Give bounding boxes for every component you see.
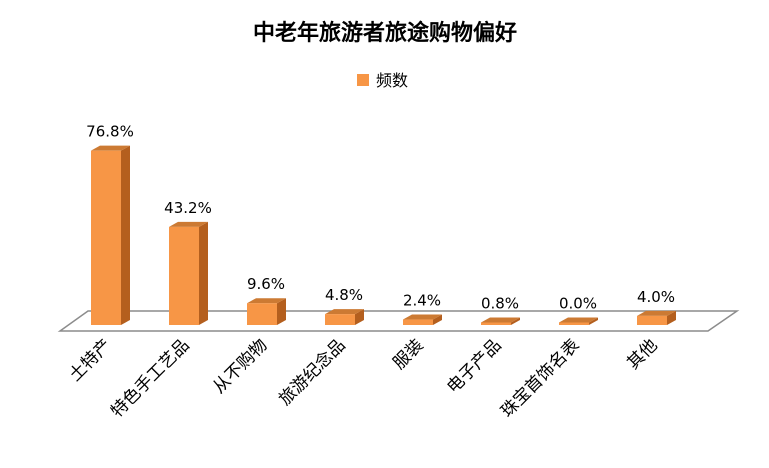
bar-top (91, 145, 130, 151)
bar-front (325, 314, 355, 325)
bar-top (169, 221, 208, 227)
bar (169, 221, 208, 325)
bar-top (559, 317, 598, 323)
category-label: 电子产品 (443, 335, 505, 397)
data-label: 0.0% (559, 295, 597, 313)
bar-front (169, 226, 199, 325)
legend: 频数 (357, 71, 408, 90)
category-label: 特色手工艺品 (107, 335, 193, 421)
data-label: 43.2% (164, 199, 212, 217)
category-label: 土特产 (65, 335, 115, 385)
legend-label: 频数 (376, 71, 408, 90)
bars (91, 145, 676, 325)
bar-top (403, 314, 442, 320)
bar-side (121, 145, 130, 325)
bar-top (247, 298, 286, 304)
bar-front (247, 303, 277, 325)
data-label: 76.8% (86, 123, 134, 141)
plot-floor (57, 310, 740, 332)
bar (91, 145, 130, 325)
bar-side (433, 314, 442, 325)
bar-top (637, 310, 676, 316)
bar-side (511, 317, 520, 325)
bar (403, 314, 442, 325)
chart-title: 中老年旅游者旅途购物偏好 (253, 20, 517, 46)
bar-side (277, 298, 286, 325)
category-label: 珠宝首饰名表 (497, 335, 583, 421)
bar-side (355, 309, 364, 325)
bar-side (589, 317, 598, 325)
bar-front (637, 315, 667, 325)
bar-front (481, 322, 511, 325)
category-label: 从不购物 (209, 335, 271, 397)
data-label: 0.8% (481, 295, 519, 313)
legend-swatch (357, 74, 369, 86)
data-label: 4.0% (637, 288, 675, 306)
floor-plane (57, 310, 740, 332)
bar (559, 317, 598, 325)
bar-side (199, 221, 208, 325)
bar (637, 310, 676, 325)
category-label: 其他 (623, 335, 661, 373)
bar-front (403, 319, 433, 325)
data-label: 9.6% (247, 275, 285, 293)
category-label: 服装 (389, 335, 427, 373)
bar-front (91, 150, 121, 325)
category-label: 旅游纪念品 (275, 335, 350, 410)
data-label: 4.8% (325, 286, 363, 304)
bar-side (667, 310, 676, 325)
bar-top (481, 317, 520, 323)
data-labels: 76.8% 43.2% 9.6% 4.8% 2.4% 0.8% 0.0% 4.0% (86, 123, 675, 313)
bar-top (325, 309, 364, 315)
bar (325, 309, 364, 325)
data-label: 2.4% (403, 292, 441, 310)
bar (481, 317, 520, 325)
bar (247, 298, 286, 325)
bar-front (559, 322, 589, 325)
